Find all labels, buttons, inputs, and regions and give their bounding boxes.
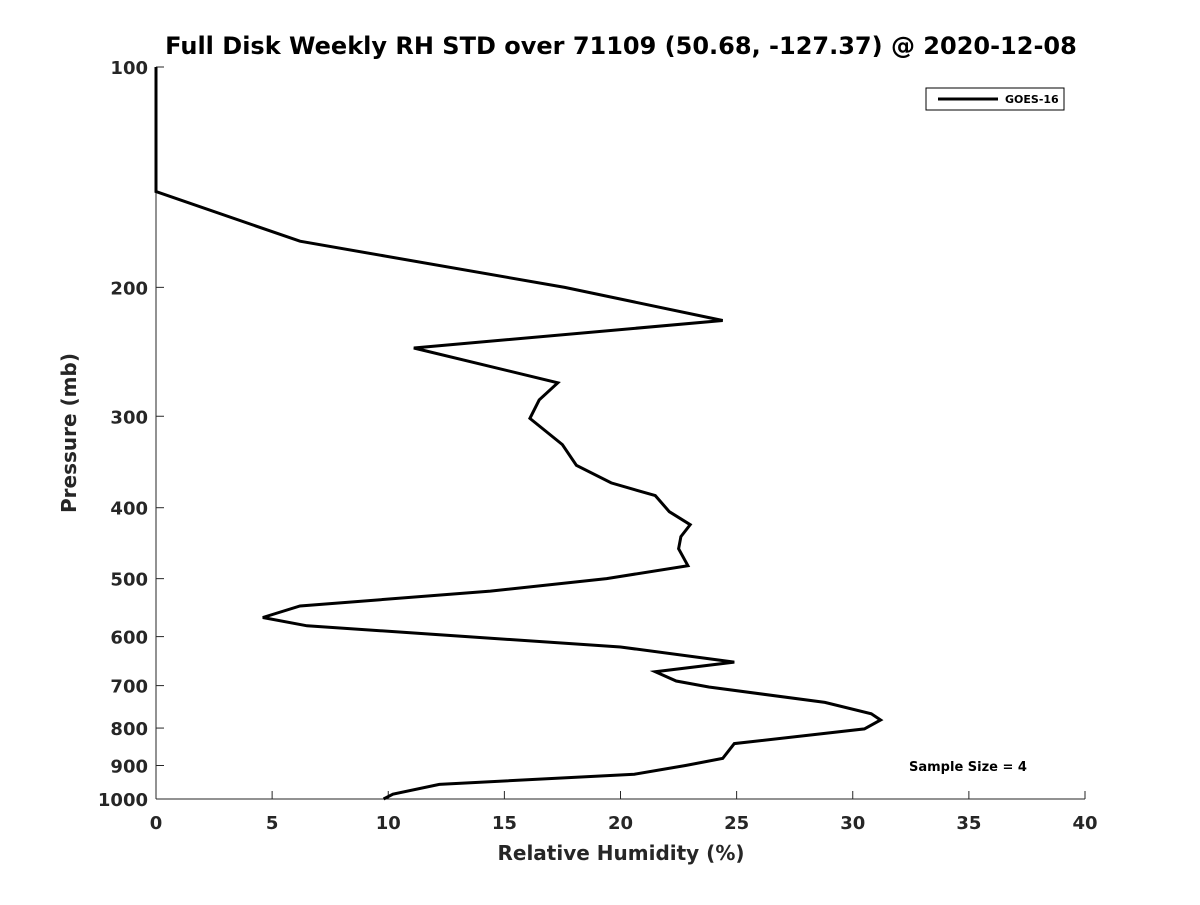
x-tick-label: 10 [376,813,401,834]
x-tick-label: 15 [492,813,517,834]
series-layer [154,67,884,801]
y-tick-label: 1000 [98,790,148,811]
y-tick-label: 200 [110,278,148,299]
y-tick-label: 800 [110,719,148,740]
y-tick-label: 600 [110,628,148,649]
x-tick-label: 35 [956,813,981,834]
x-axis-ticks: 0 5 10 15 20 25 30 35 40 [150,791,1098,834]
x-tick-label: 40 [1072,813,1097,834]
x-tick-label: 0 [150,813,163,834]
x-axis-label: Relative Humidity (%) [497,841,744,865]
y-tick-label: 300 [110,407,148,428]
plot-axes [155,67,1085,800]
y-tick-label: 900 [110,757,148,778]
series-line-goes-16 [154,67,884,801]
sample-size-annotation: Sample Size = 4 [909,760,1027,775]
y-tick-label: 400 [110,499,148,520]
y-tick-label: 100 [110,58,148,79]
y-axis-ticks: 100 200 300 400 500 600 700 800 900 1000 [98,58,164,811]
x-tick-label: 5 [266,813,279,834]
x-tick-label: 25 [724,813,749,834]
chart-title: Full Disk Weekly RH STD over 71109 (50.6… [165,32,1077,60]
x-tick-label: 20 [608,813,633,834]
x-tick-label: 30 [840,813,865,834]
y-tick-label: 500 [110,570,148,591]
legend: GOES-16 [925,87,1065,111]
y-tick-label: 700 [110,677,148,698]
legend-label: GOES-16 [1005,93,1059,106]
y-axis-label: Pressure (mb) [57,353,81,513]
